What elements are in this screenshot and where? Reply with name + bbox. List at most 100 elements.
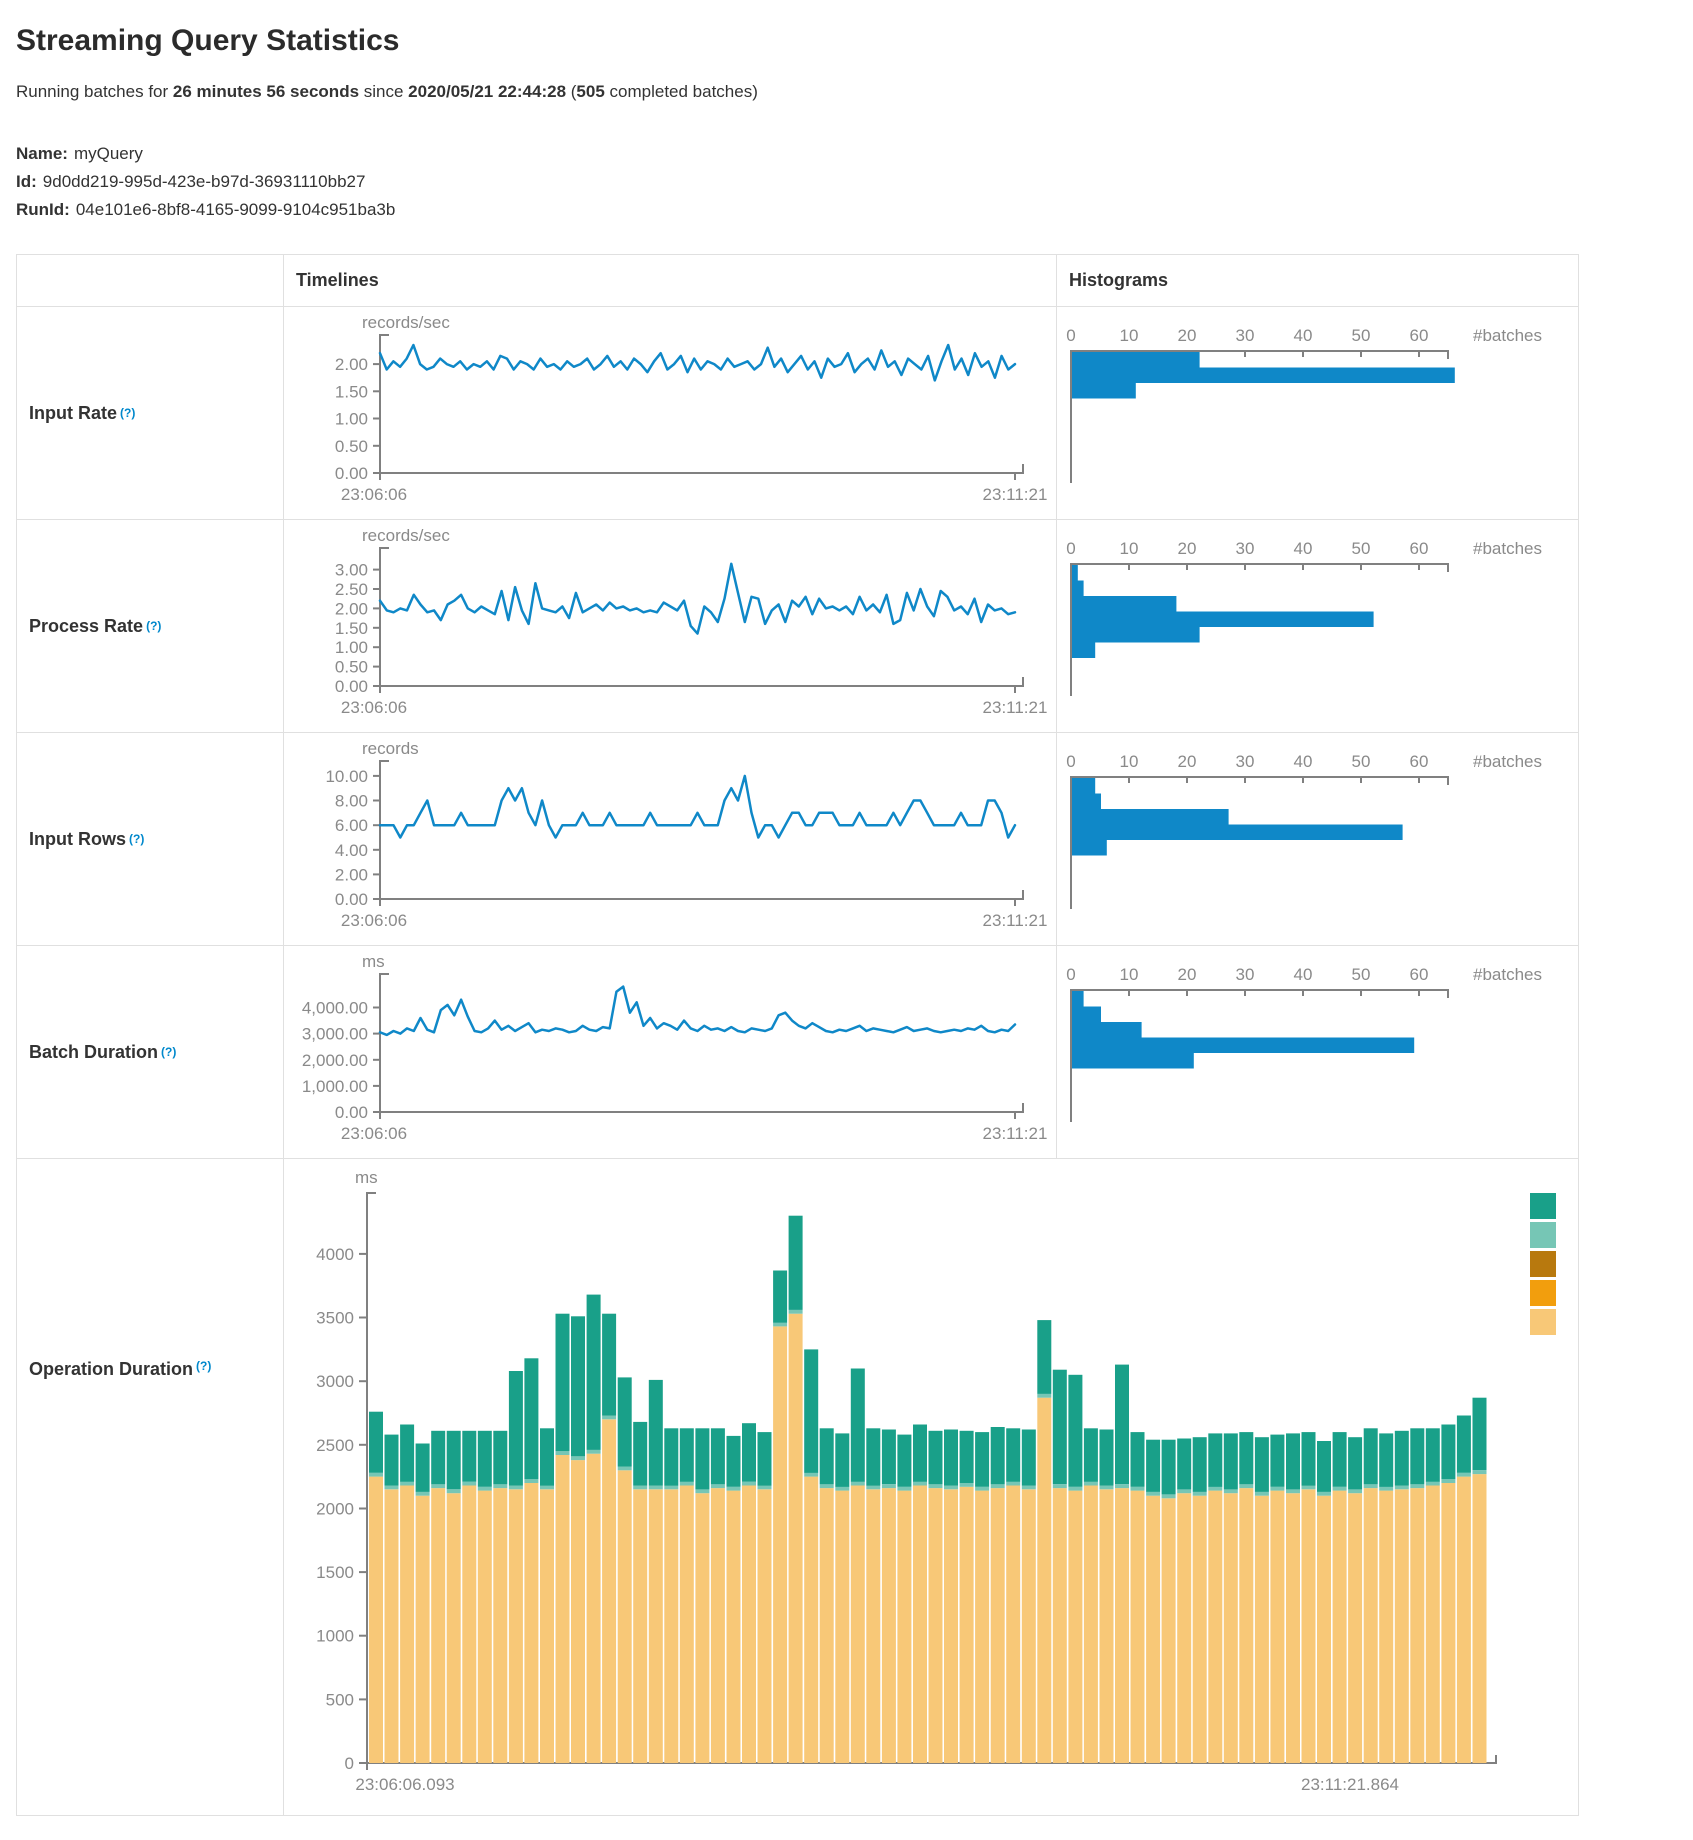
svg-text:23:06:06.093: 23:06:06.093 bbox=[355, 1775, 454, 1794]
svg-text:4,000.00: 4,000.00 bbox=[302, 999, 368, 1018]
svg-text:0: 0 bbox=[345, 1754, 354, 1773]
svg-text:10: 10 bbox=[1120, 965, 1139, 984]
svg-text:1,000.00: 1,000.00 bbox=[302, 1077, 368, 1096]
histograms-header: Histograms bbox=[1056, 255, 1578, 306]
svg-text:20: 20 bbox=[1178, 539, 1197, 558]
query-name-row: Name: myQuery bbox=[16, 140, 1677, 168]
svg-text:2.00: 2.00 bbox=[335, 355, 368, 374]
svg-text:ms: ms bbox=[355, 1168, 378, 1187]
svg-text:1.50: 1.50 bbox=[335, 382, 368, 401]
svg-text:3.00: 3.00 bbox=[335, 561, 368, 580]
batch-duration-histogram-chart: 0 10 20 30 40 50 60 #batches bbox=[1056, 945, 1578, 1158]
svg-text:2000: 2000 bbox=[316, 1500, 354, 1519]
runid-label: RunId: bbox=[16, 200, 70, 219]
process-rate-histogram-chart: 0 10 20 30 40 50 60 #batches bbox=[1056, 519, 1578, 732]
batches-suffix-text: completed batches) bbox=[604, 82, 758, 101]
svg-text:40: 40 bbox=[1294, 965, 1313, 984]
page-title: Streaming Query Statistics bbox=[16, 24, 400, 57]
input-rows-label: Input Rows (?) bbox=[17, 732, 283, 945]
query-id-row: Id: 9d0dd219-995d-423e-b97d-36931110bb27 bbox=[16, 168, 1677, 196]
svg-text:10: 10 bbox=[1120, 539, 1139, 558]
input-rate-label: Input Rate (?) bbox=[17, 306, 283, 519]
statistics-table: Timelines Histograms Input Rate (?) recor… bbox=[16, 254, 1579, 1816]
svg-text:#batches: #batches bbox=[1473, 752, 1542, 771]
svg-text:#batches: #batches bbox=[1473, 326, 1542, 345]
svg-text:30: 30 bbox=[1236, 539, 1255, 558]
svg-text:20: 20 bbox=[1178, 965, 1197, 984]
input-rate-help-icon[interactable]: (?) bbox=[120, 406, 136, 420]
svg-text:3,000.00: 3,000.00 bbox=[302, 1025, 368, 1044]
svg-text:23:11:21: 23:11:21 bbox=[983, 485, 1048, 504]
batch-duration-label: Batch Duration (?) bbox=[17, 945, 283, 1158]
svg-text:60: 60 bbox=[1410, 539, 1429, 558]
svg-text:40: 40 bbox=[1294, 326, 1313, 345]
process-rate-help-icon[interactable]: (?) bbox=[146, 619, 162, 633]
empty-header-cell bbox=[17, 255, 283, 306]
start-time: 2020/05/21 22:44:28 bbox=[408, 82, 567, 101]
svg-text:50: 50 bbox=[1352, 752, 1371, 771]
svg-text:23:11:21: 23:11:21 bbox=[983, 1124, 1048, 1143]
svg-text:2.50: 2.50 bbox=[335, 580, 368, 599]
svg-text:60: 60 bbox=[1410, 752, 1429, 771]
svg-text:10.00: 10.00 bbox=[325, 767, 368, 786]
svg-text:ms: ms bbox=[362, 952, 385, 971]
operation-duration-help-icon[interactable]: (?) bbox=[196, 1359, 212, 1373]
svg-text:0.50: 0.50 bbox=[335, 658, 368, 677]
svg-text:40: 40 bbox=[1294, 752, 1313, 771]
svg-text:20: 20 bbox=[1178, 752, 1197, 771]
id-label: Id: bbox=[16, 172, 37, 191]
svg-text:23:11:21: 23:11:21 bbox=[983, 911, 1048, 930]
svg-text:20: 20 bbox=[1178, 326, 1197, 345]
legend-swatch-op-light-teal bbox=[1530, 1222, 1556, 1248]
svg-text:23:06:06: 23:06:06 bbox=[341, 1124, 407, 1143]
svg-text:1.50: 1.50 bbox=[335, 619, 368, 638]
svg-text:40: 40 bbox=[1294, 539, 1313, 558]
svg-text:2500: 2500 bbox=[316, 1436, 354, 1455]
svg-text:0: 0 bbox=[1066, 539, 1075, 558]
svg-text:0.00: 0.00 bbox=[335, 464, 368, 483]
input-rate-timeline-chart: records/sec 0.00 0.50 1.00 1.50 2.00 23:06:06 2… bbox=[283, 306, 1056, 519]
svg-text:2.00: 2.00 bbox=[335, 599, 368, 618]
svg-text:records/sec: records/sec bbox=[362, 313, 450, 332]
legend-swatch-op-teal bbox=[1530, 1193, 1556, 1219]
input-rows-histogram-chart: 0 10 20 30 40 50 60 #batches bbox=[1056, 732, 1578, 945]
svg-text:records: records bbox=[362, 739, 419, 758]
svg-text:1000: 1000 bbox=[316, 1627, 354, 1646]
svg-text:1.00: 1.00 bbox=[335, 410, 368, 429]
input-rows-help-icon[interactable]: (?) bbox=[129, 832, 145, 846]
svg-text:10: 10 bbox=[1120, 752, 1139, 771]
svg-text:500: 500 bbox=[326, 1690, 354, 1709]
completed-batches-count: 505 bbox=[576, 82, 605, 101]
svg-text:8.00: 8.00 bbox=[335, 792, 368, 811]
name-value: myQuery bbox=[73, 144, 143, 163]
svg-text:10: 10 bbox=[1120, 326, 1139, 345]
legend-swatch-op-brown bbox=[1530, 1251, 1556, 1277]
svg-text:23:11:21: 23:11:21 bbox=[983, 698, 1048, 717]
svg-text:0.50: 0.50 bbox=[335, 437, 368, 456]
input-rows-timeline-chart: records 0.00 2.00 4.00 6.00 8.00 10.00 23:06:06… bbox=[283, 732, 1056, 945]
operation-duration-label: Operation Duration (?) bbox=[17, 1158, 283, 1815]
batch-duration-help-icon[interactable]: (?) bbox=[161, 1045, 177, 1059]
svg-text:50: 50 bbox=[1352, 539, 1371, 558]
svg-text:23:11:21.864: 23:11:21.864 bbox=[1301, 1775, 1399, 1794]
svg-text:60: 60 bbox=[1410, 326, 1429, 345]
svg-text:2,000.00: 2,000.00 bbox=[302, 1051, 368, 1070]
svg-text:23:06:06: 23:06:06 bbox=[341, 485, 407, 504]
batch-duration-timeline-chart: ms 0.00 1,000.00 2,000.00 3,000.00 4,000.00 23… bbox=[283, 945, 1056, 1158]
query-meta: Name: myQuery Id: 9d0dd219-995d-423e-b97d-… bbox=[16, 140, 1677, 224]
svg-text:0: 0 bbox=[1066, 965, 1075, 984]
svg-text:3500: 3500 bbox=[316, 1309, 354, 1328]
svg-text:60: 60 bbox=[1410, 965, 1429, 984]
running-prefix-text: Running batches for bbox=[16, 82, 173, 101]
svg-text:0.00: 0.00 bbox=[335, 890, 368, 909]
svg-text:50: 50 bbox=[1352, 326, 1371, 345]
input-rate-histogram-chart: 0 10 20 30 40 50 60 #batches bbox=[1056, 306, 1578, 519]
svg-text:30: 30 bbox=[1236, 965, 1255, 984]
svg-text:0.00: 0.00 bbox=[335, 1103, 368, 1122]
svg-text:6.00: 6.00 bbox=[335, 816, 368, 835]
svg-text:3000: 3000 bbox=[316, 1372, 354, 1391]
process-rate-timeline-chart: records/sec 0.00 0.50 1.00 1.50 2.00 2.50 3.00 2… bbox=[283, 519, 1056, 732]
svg-text:30: 30 bbox=[1236, 752, 1255, 771]
since-text: since bbox=[359, 82, 409, 101]
